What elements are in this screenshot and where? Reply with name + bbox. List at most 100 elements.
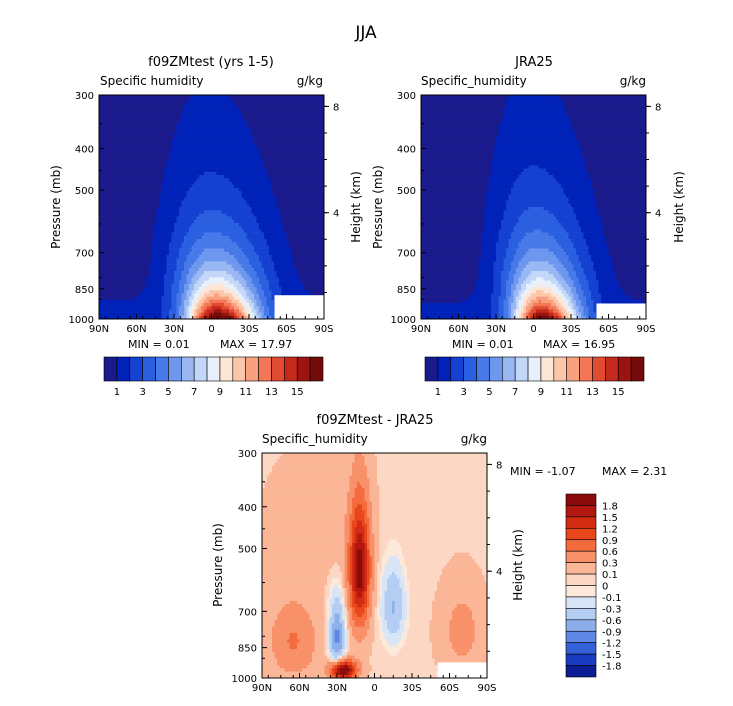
heat-cell <box>174 216 177 221</box>
heat-cell <box>246 155 250 160</box>
heat-cell <box>276 184 280 189</box>
heat-cell <box>146 107 150 112</box>
heat-cell <box>176 245 180 249</box>
heat-cell <box>191 162 195 166</box>
heat-cell <box>121 146 125 150</box>
heat-cell <box>274 98 277 102</box>
heat-cell <box>161 239 165 243</box>
heat-cell <box>216 191 220 195</box>
heat-cell <box>206 168 210 173</box>
heat-cell <box>144 111 147 115</box>
heat-cell <box>201 114 205 118</box>
heat-cell <box>169 159 172 163</box>
heat-cell <box>186 213 190 217</box>
heat-cell <box>101 139 105 144</box>
heat-cell <box>206 127 210 131</box>
heat-cell <box>164 104 167 109</box>
heat-cell <box>101 152 105 157</box>
heat-cell <box>174 255 177 259</box>
heat-cell <box>159 271 162 275</box>
heat-cell <box>189 187 192 192</box>
panel-model: f09ZMtest (yrs 1-5) Specific humidity g/… <box>49 55 363 398</box>
heat-cell <box>119 162 122 166</box>
heat-cell <box>216 184 220 189</box>
heat-cell <box>264 223 267 227</box>
heat-cell <box>136 184 140 189</box>
heat-cell <box>116 171 120 176</box>
heat-cell <box>121 239 125 243</box>
heat-cell <box>129 197 132 201</box>
heat-cell <box>264 207 267 211</box>
heat-cell <box>149 271 152 275</box>
heat-cell <box>121 200 125 205</box>
heat-cell <box>101 191 105 195</box>
heat-cell <box>116 133 120 137</box>
heat-cell <box>114 111 117 115</box>
heat-cell <box>184 229 187 233</box>
heat-cell <box>226 133 230 137</box>
heat-cell <box>311 111 315 115</box>
heat-cell <box>109 232 112 237</box>
heat-cell <box>201 184 205 189</box>
heat-cell <box>224 197 227 201</box>
heat-cell <box>309 178 312 182</box>
heat-cell <box>206 261 210 265</box>
heat-cell <box>144 178 147 182</box>
heat-cell <box>276 223 280 227</box>
heat-cell <box>151 146 155 150</box>
heat-cell <box>241 168 245 173</box>
heat-cell <box>179 248 182 253</box>
heat-cell <box>176 216 180 221</box>
heat-cell <box>154 117 157 121</box>
heat-cell <box>316 229 320 233</box>
heat-cell <box>169 264 172 269</box>
heat-cell <box>111 120 115 125</box>
heat-cell <box>229 261 232 265</box>
heat-cell <box>104 187 107 192</box>
heat-cell <box>144 127 147 131</box>
heat-cell <box>306 101 310 105</box>
heat-cell <box>299 159 302 163</box>
heat-cell <box>211 245 215 249</box>
heat-cell <box>249 267 252 272</box>
heat-cell <box>146 264 150 269</box>
heat-cell <box>224 245 227 249</box>
heat-cell <box>149 139 152 144</box>
heat-cell <box>291 107 295 112</box>
heat-cell <box>291 123 295 128</box>
heat-cell <box>231 232 235 237</box>
heat-cell <box>204 155 207 160</box>
heat-cell <box>144 146 147 150</box>
heat-cell <box>239 136 242 141</box>
heat-cell <box>239 184 242 189</box>
heat-cell <box>244 245 247 249</box>
heat-cell <box>199 152 202 157</box>
heat-cell <box>149 117 152 121</box>
heat-cell <box>271 187 275 192</box>
heat-cell <box>154 159 157 163</box>
heat-cell <box>114 239 117 243</box>
heat-cell <box>224 168 227 173</box>
heat-cell <box>244 117 247 121</box>
heat-cell <box>309 95 312 99</box>
heat-cell <box>169 104 172 109</box>
heat-cell <box>219 255 222 259</box>
heat-cell <box>231 267 235 272</box>
heat-cell <box>239 210 242 214</box>
heat-cell <box>184 146 187 150</box>
heat-cell <box>146 136 150 141</box>
heat-cell <box>249 104 252 109</box>
heat-cell <box>279 181 282 185</box>
heat-cell <box>159 197 162 201</box>
heat-cell <box>134 207 137 211</box>
heat-cell <box>226 184 230 189</box>
heat-cell <box>244 255 247 259</box>
heat-cell <box>271 251 275 256</box>
heat-cell <box>311 261 315 265</box>
heat-cell <box>121 191 125 195</box>
heat-cell <box>226 107 230 112</box>
heat-cell <box>101 159 105 163</box>
heat-cell <box>119 213 122 217</box>
heat-cell <box>104 207 107 211</box>
heat-cell <box>141 162 145 166</box>
